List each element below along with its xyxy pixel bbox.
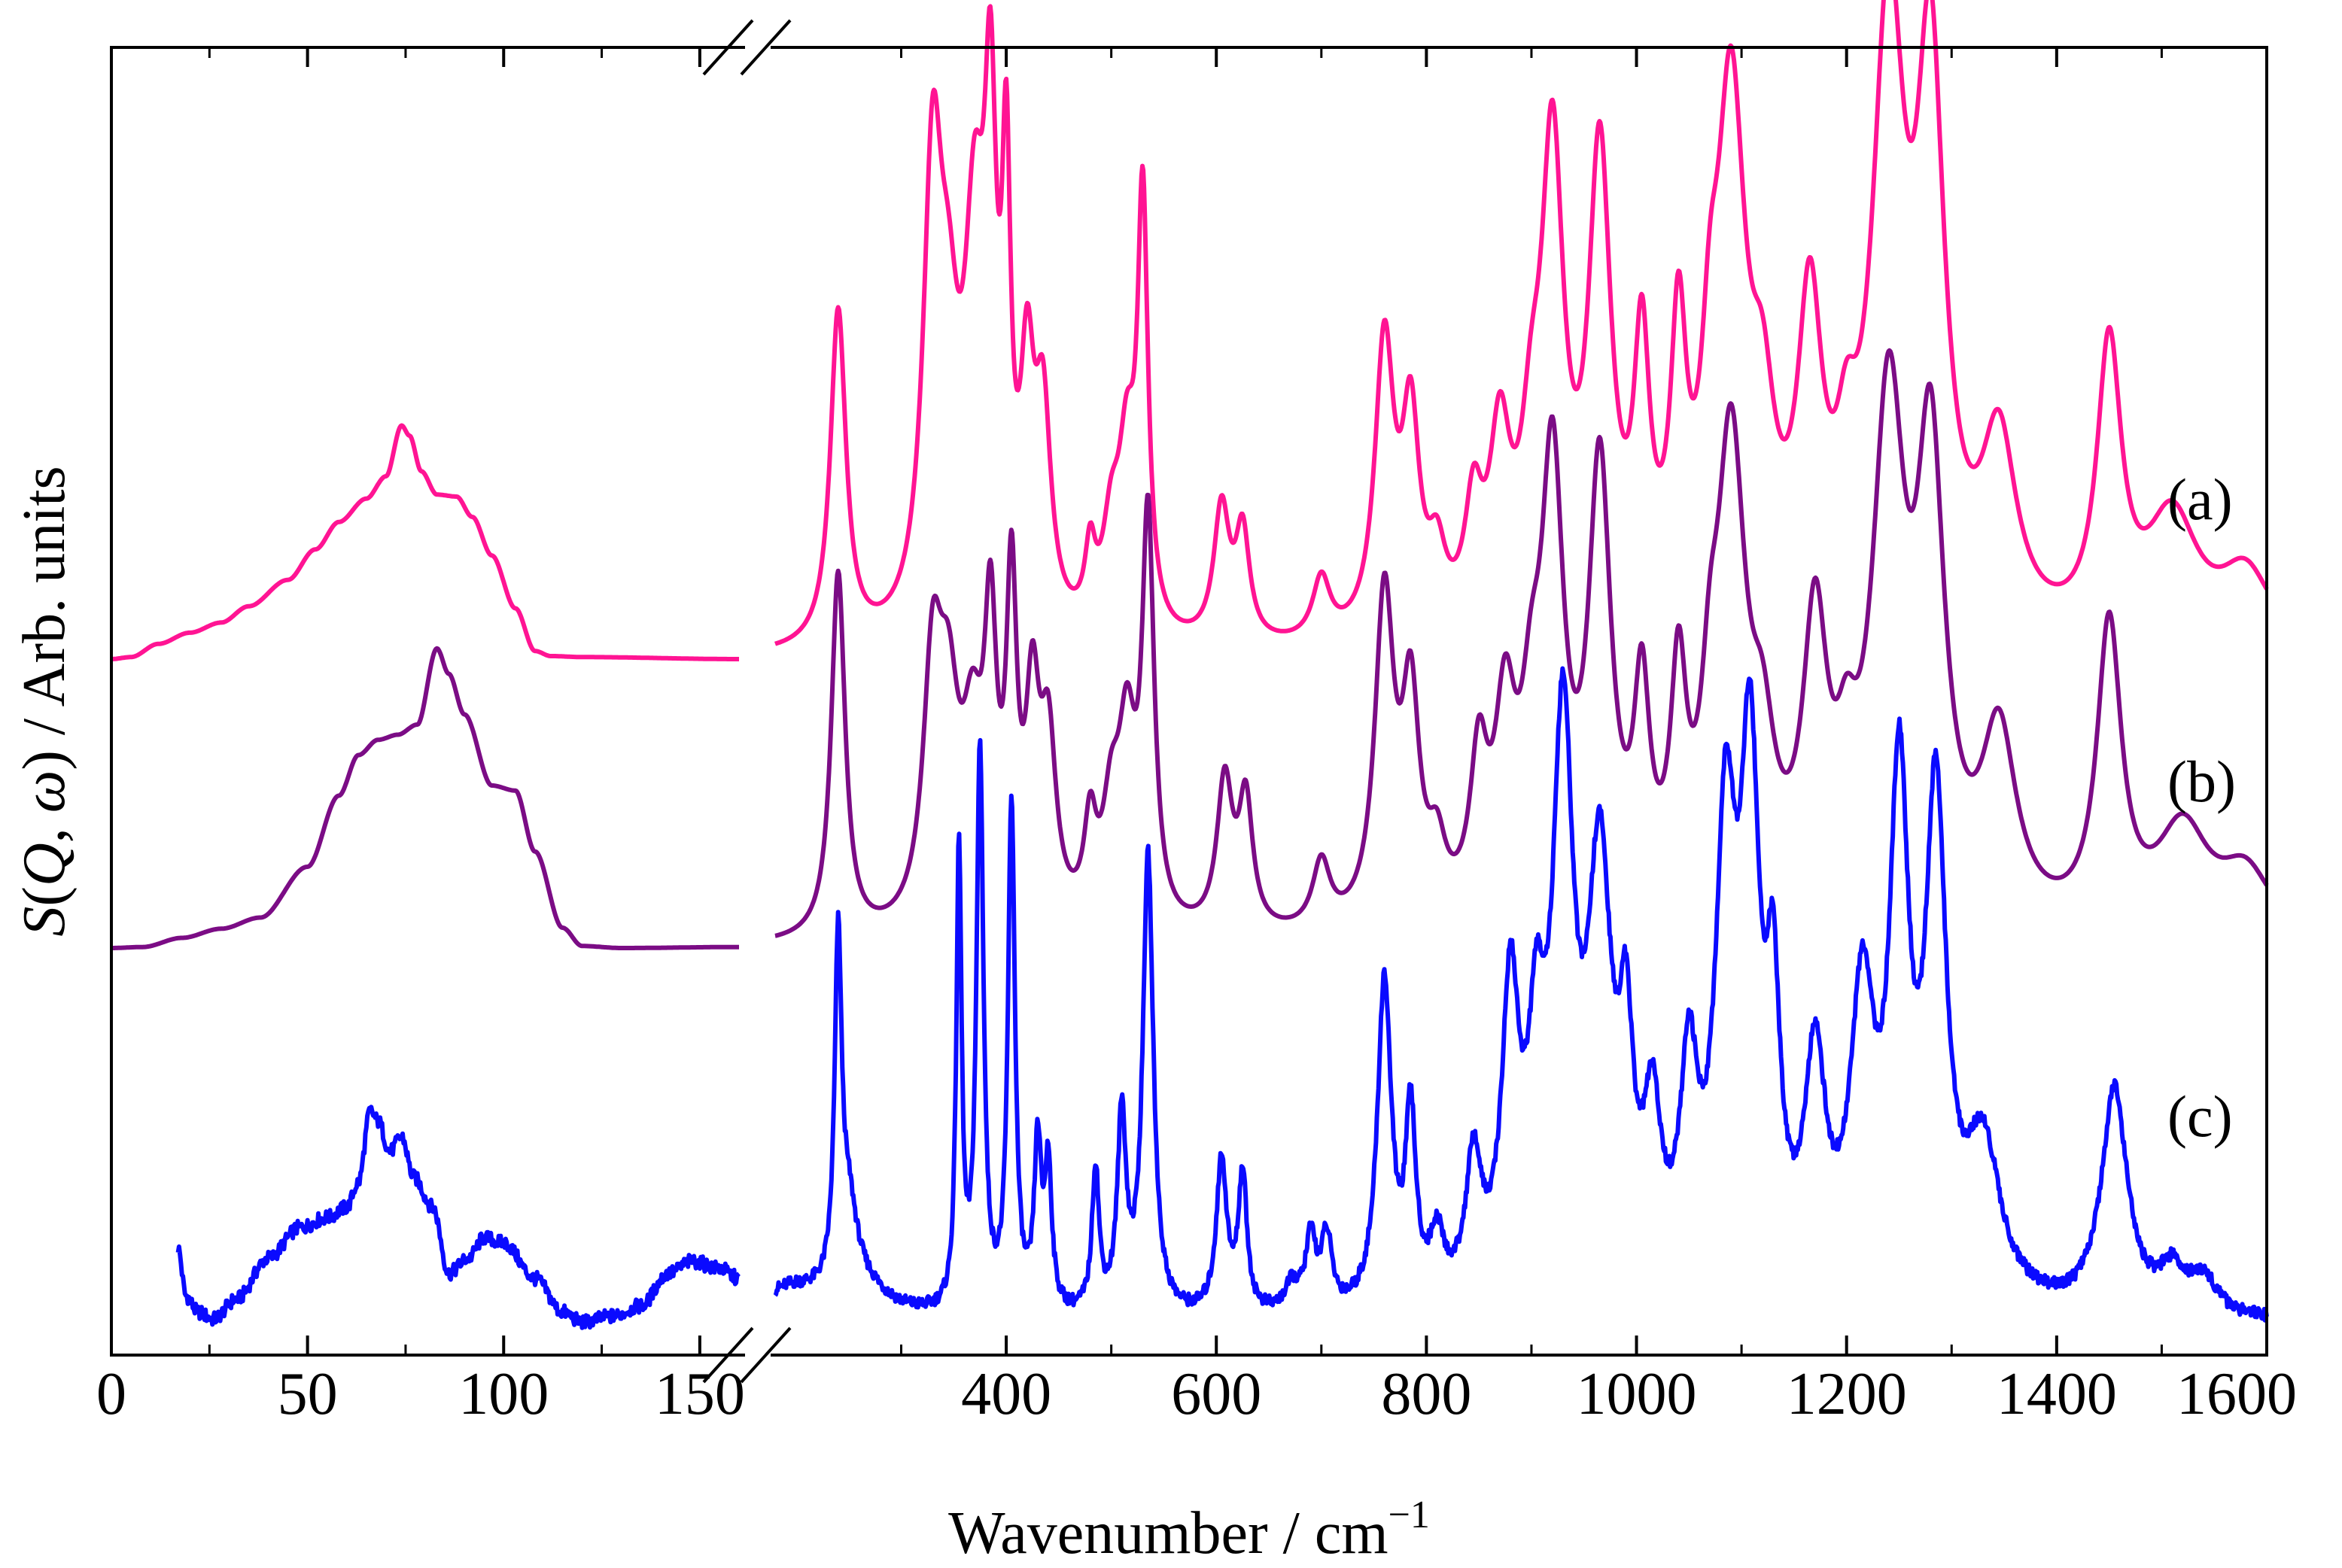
series-label-b: (b) [2167, 749, 2236, 814]
y-axis-symbol-omega: ω [11, 770, 78, 813]
series-c-low-line [175, 1105, 741, 1330]
y-axis-symbol-q: Q [11, 843, 78, 886]
x-tick-label: 50 [278, 1361, 338, 1427]
series-a-high-line [774, 0, 2269, 646]
tick-layer: 0 50 100 150 400 600 800 1000 1200 1400 1600 [96, 47, 2297, 1427]
axis-break-layer [702, 19, 792, 1384]
series-c-high-line [773, 666, 2269, 1323]
y-axis-units: / Arb. units [11, 466, 78, 750]
series-b-high-line [774, 348, 2269, 938]
y-axis-open: ( [11, 886, 78, 907]
x-tick-label: 0 [96, 1361, 126, 1427]
x-axis-title-superscript: −1 [1388, 1494, 1430, 1536]
x-tick-label: 1200 [1787, 1361, 1907, 1427]
x-tick-label: 1000 [1577, 1361, 1697, 1427]
series-layer [110, 0, 2269, 1330]
x-tick-label: 1600 [2176, 1361, 2297, 1427]
axis-break-mark [740, 1326, 792, 1384]
axis-break-mark [702, 19, 754, 76]
x-axis-title: Wavenumber / cm−1 [948, 1494, 1430, 1566]
axis-break-mark [702, 1326, 754, 1384]
y-axis-close: ) [11, 750, 78, 770]
x-axis-title-text: Wavenumber / cm [948, 1500, 1388, 1566]
x-tick-label: 800 [1381, 1361, 1471, 1427]
series-label-c: (c) [2167, 1083, 2233, 1149]
x-tick-label: 150 [655, 1361, 745, 1427]
x-tick-label: 1400 [1997, 1361, 2117, 1427]
axis-break-mark [740, 19, 792, 76]
y-axis-symbol-s: S [11, 907, 78, 937]
x-tick-label: 600 [1171, 1361, 1261, 1427]
series-label-a: (a) [2167, 466, 2233, 532]
y-axis-title: S(Q, ω) / Arb. units [11, 466, 78, 936]
x-tick-label: 400 [961, 1361, 1051, 1427]
series-b-low-line [110, 646, 741, 950]
y-axis-comma: , [11, 813, 78, 843]
x-tick-label: 100 [458, 1361, 549, 1427]
frame-layer [110, 46, 2268, 1357]
series-a-low-line [110, 423, 741, 661]
plot-frame [110, 46, 2268, 1357]
label-layer: (a) (b) (c) Wavenumber / cm−1 S(Q, ω) / … [11, 466, 2236, 1566]
